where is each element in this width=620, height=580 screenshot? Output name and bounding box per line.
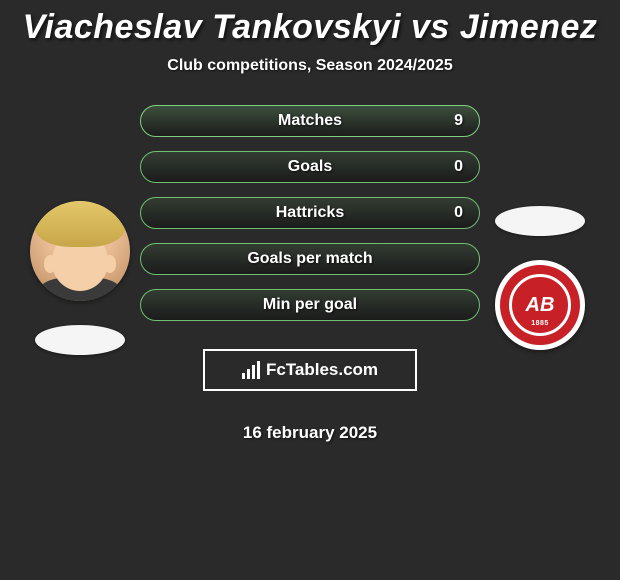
comparison-card: Viacheslav Tankovskyi vs Jimenez Club co… [0, 0, 620, 443]
left-player-column [25, 193, 135, 355]
stat-value-right: 0 [454, 204, 463, 222]
club-founded-year: 1885 [531, 320, 549, 327]
brand-text: FcTables.com [266, 360, 378, 380]
bar-chart-icon [242, 361, 260, 379]
stats-column: Matches 9 Goals 0 Hattricks 0 Goals per … [135, 105, 485, 443]
snapshot-date: 16 february 2025 [243, 423, 377, 443]
stat-label: Goals per match [247, 250, 372, 268]
season-subtitle: Club competitions, Season 2024/2025 [167, 57, 452, 75]
club-crest-right: AB 1885 [495, 260, 585, 350]
stat-row-goals: Goals 0 [140, 151, 480, 183]
club-monogram: AB [526, 294, 555, 317]
stat-row-min-per-goal: Min per goal [140, 289, 480, 321]
flag-oval-left [35, 325, 125, 355]
stat-label: Min per goal [263, 296, 357, 314]
brand-attribution: FcTables.com [203, 349, 417, 391]
stat-row-matches: Matches 9 [140, 105, 480, 137]
flag-oval-right [495, 206, 585, 236]
page-title: Viacheslav Tankovskyi vs Jimenez [23, 8, 598, 47]
stat-row-goals-per-match: Goals per match [140, 243, 480, 275]
stat-value-right: 9 [454, 112, 463, 130]
stat-row-hattricks: Hattricks 0 [140, 197, 480, 229]
stat-value-right: 0 [454, 158, 463, 176]
comparison-body: Matches 9 Goals 0 Hattricks 0 Goals per … [0, 105, 620, 443]
right-player-column: AB 1885 [485, 198, 595, 350]
stat-label: Hattricks [276, 204, 344, 222]
player-avatar-left [30, 201, 130, 301]
stat-label: Matches [278, 112, 342, 130]
stat-label: Goals [288, 158, 332, 176]
